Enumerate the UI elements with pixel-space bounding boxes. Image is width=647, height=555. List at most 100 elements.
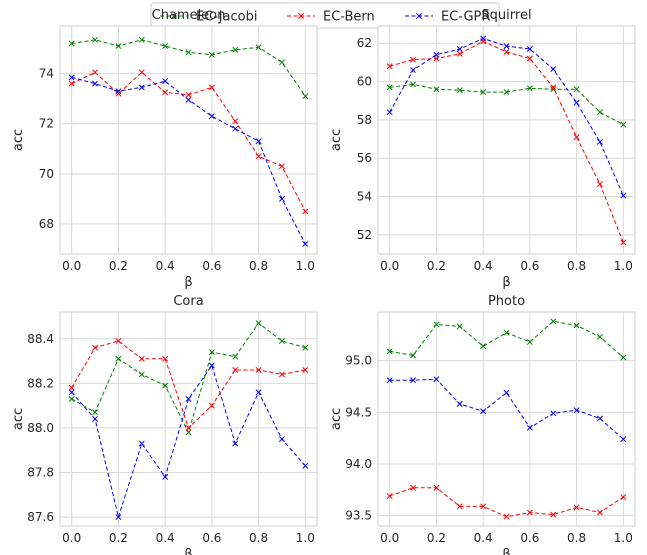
data-point-ec-bern bbox=[386, 63, 393, 70]
data-point-ec-bern bbox=[456, 503, 463, 510]
data-point-ec-gpr bbox=[279, 195, 285, 202]
y-tick-label: 88.4 bbox=[27, 332, 54, 346]
y-tick-label: 62 bbox=[357, 36, 372, 50]
panel-photo: 0.0 0.2 0.4 0.6 0.8 1.0 93.5 94.0 94.5 95.0 Photo β… bbox=[329, 294, 636, 555]
data-point-ec-gpr bbox=[433, 376, 440, 383]
data-point-ec-gpr bbox=[597, 138, 603, 145]
data-point-ec-jacobi bbox=[550, 318, 557, 325]
data-point-ec-gpr bbox=[255, 389, 262, 396]
series-ec-bern-chameleon bbox=[68, 69, 309, 215]
data-point-ec-jacobi bbox=[480, 343, 487, 350]
data-point-ec-jacobi bbox=[232, 46, 239, 53]
data-point-ec-bern bbox=[92, 69, 98, 76]
data-point-ec-jacobi bbox=[138, 36, 145, 43]
legend-entry-ec-gpr: EC-GPR bbox=[405, 10, 490, 25]
data-point-ec-bern bbox=[185, 424, 192, 431]
panel-title: Squirrel bbox=[481, 8, 531, 23]
data-point-ec-gpr bbox=[279, 436, 285, 443]
panels: 0.0 0.2 0.4 0.6 0.8 1.068707274Chameleonβacc0… bbox=[11, 8, 636, 555]
data-point-ec-bern bbox=[185, 91, 192, 98]
data-point-ec-jacobi bbox=[410, 81, 416, 88]
data-point-ec-gpr bbox=[480, 408, 487, 415]
y-axis-label: acc bbox=[329, 408, 344, 430]
grid-chameleon bbox=[60, 26, 317, 254]
data-point-ec-bern bbox=[620, 239, 627, 246]
data-point-ec-jacobi bbox=[68, 395, 75, 402]
y-tick-label: 72 bbox=[39, 117, 54, 131]
data-point-ec-bern bbox=[162, 89, 169, 96]
legend-label: EC-Bern bbox=[323, 10, 375, 25]
panel-title: Chameleon bbox=[152, 8, 226, 23]
data-point-ec-bern bbox=[68, 80, 75, 87]
x-axis-label: β bbox=[184, 275, 192, 290]
legend-marker bbox=[298, 13, 304, 19]
x-tick-label: 0.2 bbox=[427, 259, 446, 273]
data-point-ec-bern bbox=[620, 494, 627, 501]
series-ec-gpr-chameleon bbox=[68, 74, 309, 247]
y-axis-label: acc bbox=[11, 408, 26, 430]
data-point-ec-jacobi bbox=[68, 40, 75, 47]
y-tick-label: 68 bbox=[39, 217, 54, 231]
y-tick-label: 87.6 bbox=[27, 510, 54, 524]
data-point-ec-gpr bbox=[410, 377, 416, 384]
plot-frame-squirrel bbox=[377, 25, 636, 255]
y-tick-label: 74 bbox=[39, 67, 54, 81]
data-point-ec-gpr bbox=[550, 66, 557, 73]
data-point-ec-bern bbox=[526, 509, 533, 516]
data-point-ec-jacobi bbox=[456, 87, 463, 94]
data-point-ec-gpr bbox=[302, 462, 309, 469]
legend-label: EC-GPR bbox=[441, 10, 490, 25]
data-point-ec-bern bbox=[526, 55, 533, 62]
data-point-ec-gpr bbox=[115, 88, 122, 95]
data-point-ec-gpr bbox=[503, 389, 510, 396]
panel-title: Cora bbox=[173, 294, 203, 309]
plot-frame-photo bbox=[377, 311, 636, 527]
data-point-ec-bern bbox=[410, 56, 416, 63]
data-point-ec-jacobi bbox=[456, 323, 463, 330]
data-point-ec-jacobi bbox=[255, 44, 262, 51]
legend-label: EC-Jacobi bbox=[196, 10, 257, 25]
x-tick-label: 0.4 bbox=[156, 531, 175, 545]
data-point-ec-bern bbox=[597, 509, 603, 516]
data-point-ec-jacobi bbox=[138, 371, 145, 378]
x-tick-label: 0.8 bbox=[567, 259, 586, 273]
y-tick-label: 95.0 bbox=[345, 354, 372, 368]
data-point-ec-gpr bbox=[480, 35, 487, 42]
y-tick-label: 58 bbox=[357, 113, 372, 127]
panel-title: Photo bbox=[488, 294, 525, 309]
data-point-ec-gpr bbox=[386, 109, 393, 116]
series-ec-jacobi-photo bbox=[386, 318, 627, 361]
data-point-ec-gpr bbox=[255, 138, 262, 145]
data-point-ec-bern bbox=[550, 511, 557, 518]
y-tick-label: 60 bbox=[357, 75, 372, 89]
plot-area-cora bbox=[60, 312, 317, 526]
data-point-ec-bern bbox=[279, 163, 285, 170]
data-point-ec-gpr bbox=[232, 125, 239, 132]
series-ec-gpr-squirrel bbox=[386, 35, 627, 199]
x-tick-label: 1.0 bbox=[296, 531, 315, 545]
data-point-ec-gpr bbox=[92, 80, 98, 87]
data-point-ec-jacobi bbox=[597, 333, 603, 340]
data-point-ec-gpr bbox=[386, 377, 393, 384]
x-tick-label: 0.8 bbox=[249, 259, 268, 273]
data-point-ec-gpr bbox=[232, 440, 239, 447]
data-point-ec-gpr bbox=[573, 407, 580, 414]
data-point-ec-jacobi bbox=[503, 329, 510, 336]
x-tick-label: 0.2 bbox=[109, 531, 128, 545]
data-point-ec-gpr bbox=[68, 389, 75, 396]
y-tick-label: 94.0 bbox=[345, 457, 372, 471]
data-point-ec-bern bbox=[302, 208, 309, 215]
data-point-ec-gpr bbox=[620, 192, 627, 199]
x-tick-label: 0.0 bbox=[62, 259, 81, 273]
legend-marker bbox=[416, 13, 422, 19]
data-point-ec-gpr bbox=[185, 96, 192, 103]
data-point-ec-gpr bbox=[208, 362, 215, 369]
x-tick-label: 0.4 bbox=[156, 259, 175, 273]
data-point-ec-bern bbox=[433, 484, 440, 491]
x-axis-label: β bbox=[184, 547, 192, 555]
data-point-ec-bern bbox=[92, 344, 98, 351]
series-ec-gpr-photo bbox=[386, 376, 627, 443]
data-point-ec-jacobi bbox=[573, 86, 580, 93]
data-point-ec-bern bbox=[279, 371, 285, 378]
